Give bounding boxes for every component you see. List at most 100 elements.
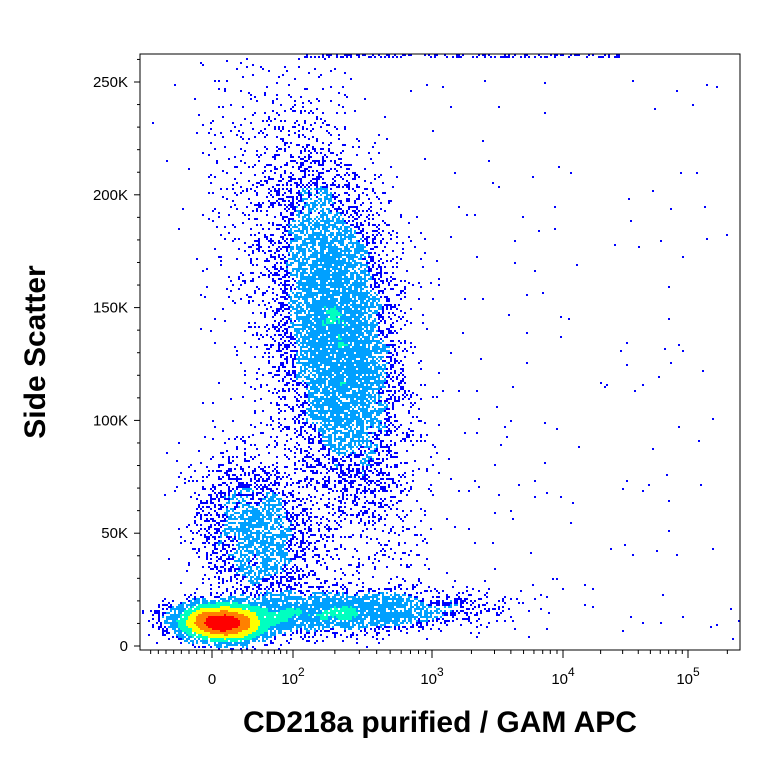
scatter-point (326, 312, 328, 314)
scatter-point (318, 610, 320, 612)
scatter-point (318, 348, 320, 350)
scatter-point (314, 184, 316, 186)
scatter-point (360, 354, 362, 356)
scatter-point (408, 222, 410, 224)
scatter-point (502, 606, 504, 608)
scatter-point (168, 616, 170, 618)
scatter-point (342, 408, 344, 410)
scatter-point (446, 624, 448, 626)
scatter-point (308, 338, 310, 340)
scatter-point (364, 238, 366, 240)
scatter-point (330, 402, 332, 404)
scatter-point (332, 320, 334, 322)
scatter-point (334, 426, 336, 428)
scatter-point (268, 118, 270, 120)
scatter-point (408, 608, 410, 610)
scatter-point (326, 272, 328, 274)
scatter-point (342, 624, 344, 626)
scatter-point (310, 610, 312, 612)
scatter-point (562, 588, 564, 590)
scatter-point (208, 614, 210, 616)
scatter-point (320, 250, 322, 252)
scatter-point (348, 614, 350, 616)
scatter-point (180, 638, 182, 640)
scatter-point (382, 376, 384, 378)
scatter-point (298, 246, 300, 248)
scatter-point (332, 302, 334, 304)
scatter-point (374, 398, 376, 400)
scatter-point (202, 646, 204, 648)
scatter-point (316, 300, 318, 302)
scatter-point (312, 366, 314, 368)
scatter-point (308, 376, 310, 378)
scatter-point (388, 626, 390, 628)
scatter-point (338, 624, 340, 626)
scatter-point (252, 608, 254, 610)
scatter-point (312, 182, 314, 184)
scatter-point (356, 594, 358, 596)
scatter-point (320, 358, 322, 360)
scatter-point (236, 640, 238, 642)
scatter-point (316, 258, 318, 260)
scatter-point (254, 634, 256, 636)
scatter-point (464, 612, 466, 614)
scatter-point (318, 292, 320, 294)
scatter-point (202, 628, 204, 630)
scatter-point (310, 162, 312, 164)
scatter-point (280, 592, 282, 594)
scatter-point (296, 292, 298, 294)
scatter-point (358, 314, 360, 316)
scatter-point (286, 626, 288, 628)
scatter-point (202, 602, 204, 604)
scatter-point (202, 622, 204, 624)
scatter-point (328, 482, 330, 484)
scatter-point (474, 600, 476, 602)
scatter-point (202, 640, 204, 642)
scatter-point (222, 634, 224, 636)
scatter-point (298, 616, 300, 618)
scatter-point (320, 258, 322, 260)
scatter-point (348, 260, 350, 262)
scatter-point (352, 172, 354, 174)
scatter-point (226, 646, 228, 648)
scatter-point (280, 354, 282, 356)
scatter-point (206, 622, 208, 624)
scatter-point (354, 504, 356, 506)
scatter-point (344, 232, 346, 234)
scatter-point (384, 192, 386, 194)
scatter-point (172, 616, 174, 618)
scatter-point (276, 602, 278, 604)
scatter-point (340, 586, 342, 588)
scatter-point (350, 614, 352, 616)
scatter-point (300, 266, 302, 268)
scatter-point (348, 482, 350, 484)
scatter-point (354, 378, 356, 380)
scatter-point (318, 602, 320, 604)
scatter-point (356, 300, 358, 302)
scatter-point (324, 154, 326, 156)
scatter-point (346, 336, 348, 338)
scatter-point (182, 614, 184, 616)
scatter-point (302, 638, 304, 640)
scatter-point (270, 596, 272, 598)
scatter-point (176, 620, 178, 622)
scatter-point (300, 282, 302, 284)
scatter-point (380, 234, 382, 236)
scatter-point (326, 602, 328, 604)
scatter-point (330, 252, 332, 254)
scatter-point (300, 316, 302, 318)
scatter-point (314, 390, 316, 392)
scatter-point (238, 638, 240, 640)
scatter-point (368, 374, 370, 376)
scatter-point (364, 380, 366, 382)
scatter-point (314, 632, 316, 634)
scatter-point (388, 284, 390, 286)
scatter-point (410, 394, 412, 396)
scatter-point (392, 380, 394, 382)
scatter-point (350, 310, 352, 312)
scatter-point (196, 624, 198, 626)
scatter-point (384, 422, 386, 424)
scatter-point (316, 266, 318, 268)
scatter-point (298, 590, 300, 592)
scatter-point (332, 246, 334, 248)
